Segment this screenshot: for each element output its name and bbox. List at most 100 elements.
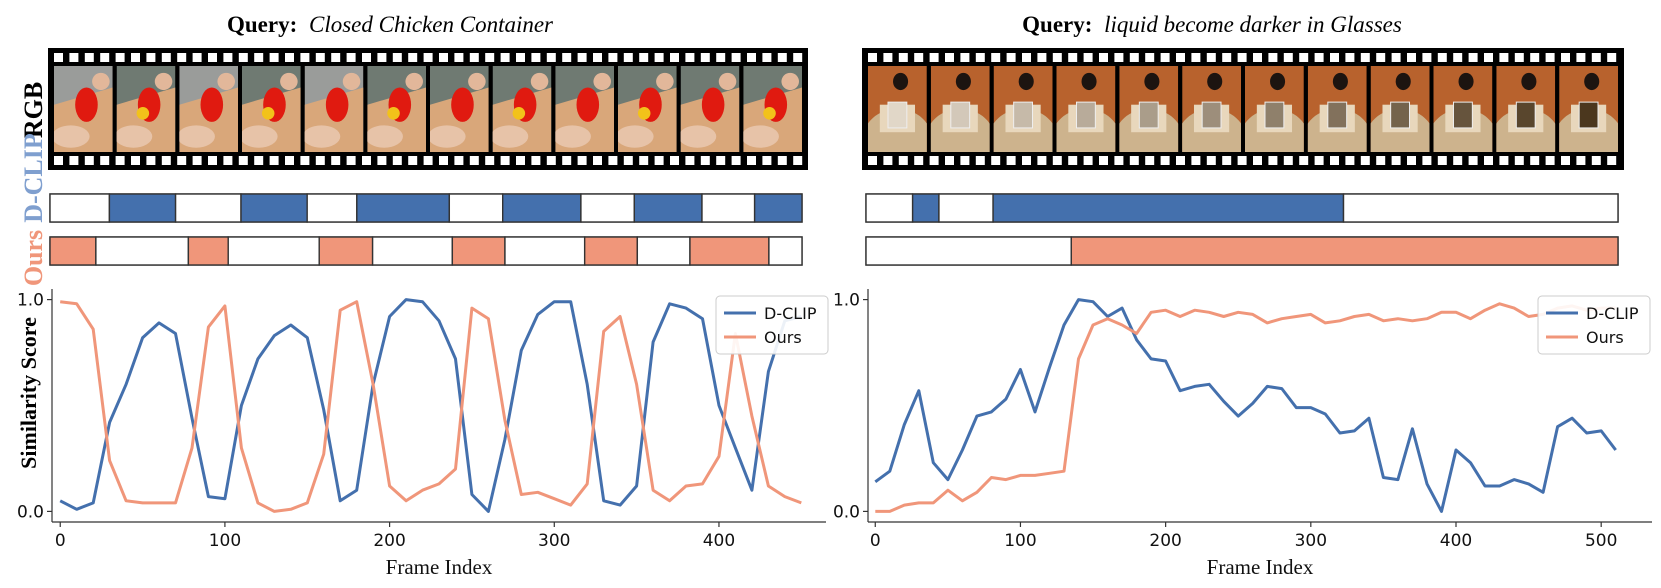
sprocket-hole [1037, 53, 1047, 62]
sprocket-hole [1514, 156, 1524, 165]
frame-content [555, 66, 614, 152]
sprocket-hole [1191, 156, 1201, 165]
frame-content [116, 66, 176, 152]
sprocket-hole [131, 53, 140, 62]
hand [154, 72, 173, 91]
sprocket-hole [623, 53, 633, 62]
sprocket-hole [1222, 53, 1232, 62]
sprocket-hole [685, 156, 695, 165]
sprocket-hole [883, 53, 893, 62]
chicken-toy [512, 107, 526, 120]
dclip-segment [108, 193, 177, 223]
sprocket-hole [161, 156, 171, 165]
frame-content [743, 66, 802, 152]
legend-label: Ours [1586, 328, 1624, 347]
sprocket-hole [670, 53, 679, 62]
sprocket-hole [1114, 156, 1124, 165]
hand [179, 125, 215, 148]
sprocket-hole [1591, 156, 1601, 165]
sprocket-hole [975, 156, 985, 165]
hand [656, 72, 674, 91]
dclip-segment [448, 193, 504, 223]
frame-content [492, 66, 552, 152]
sprocket-hole [454, 53, 464, 62]
frame-content [1245, 66, 1304, 152]
sprocket-hole [593, 53, 602, 62]
sprocket-hole [1561, 53, 1570, 62]
sprocket-hole [54, 156, 63, 165]
glass [1013, 101, 1034, 129]
hand [430, 125, 466, 148]
sprocket-hole [516, 156, 525, 165]
sprocket-hole [331, 53, 341, 62]
frame-thumbnail [116, 66, 176, 152]
frame-thumbnail [54, 66, 113, 152]
sprocket-hole [1422, 156, 1432, 165]
glass [950, 101, 971, 129]
sprocket-hole [238, 53, 248, 62]
sprocket-hole [223, 156, 233, 165]
red-container [451, 87, 474, 122]
sprocket-hole [346, 53, 356, 62]
x-tick-label: 100 [209, 531, 241, 551]
frame-content [54, 66, 113, 152]
x-tick-label: 0 [55, 531, 66, 551]
sprocket-hole [115, 156, 125, 165]
query-title-left: Query: Closed Chicken Container [227, 12, 554, 37]
sprocket-hole [960, 53, 970, 62]
sprocket-hole [500, 53, 510, 62]
sprocket-hole [1022, 53, 1031, 62]
sprocket-hole [1314, 53, 1324, 62]
query-prefix: Query: [1022, 12, 1092, 37]
hand [116, 125, 153, 148]
sprocket-hole [192, 53, 202, 62]
frame-thumbnail [1056, 66, 1116, 152]
ours-segment [768, 236, 803, 266]
sprocket-hole [1237, 156, 1247, 165]
sprocket-hole [100, 53, 110, 62]
sprocket-hole [747, 156, 756, 165]
sprocket-hole [1345, 156, 1355, 165]
frame-thumbnail [1433, 66, 1493, 152]
sprocket-hole [929, 53, 939, 62]
sprocket-hole [1607, 53, 1617, 62]
sprocket-hole [1391, 53, 1401, 62]
sprocket-hole [300, 53, 310, 62]
sprocket-hole [300, 156, 310, 165]
sprocket-hole [945, 53, 954, 62]
sprocket-hole [516, 53, 525, 62]
sprocket-hole [898, 156, 908, 165]
frame-thumbnail [492, 66, 552, 152]
hand [530, 72, 549, 91]
ours-segment [689, 236, 770, 266]
sprocket-hole [485, 53, 495, 62]
frame-thumbnail [1245, 66, 1304, 152]
frame-thumbnail [868, 66, 927, 152]
sprocket-hole [1268, 53, 1278, 62]
frame-thumbnail [993, 66, 1053, 152]
frame-thumbnail [680, 66, 740, 152]
sprocket-hole [747, 53, 756, 62]
hand [468, 72, 486, 91]
sprocket-hole [1514, 53, 1524, 62]
pitcher [1332, 72, 1348, 91]
sprocket-hole [1283, 53, 1293, 62]
sprocket-hole [1530, 53, 1540, 62]
dclip-segment [633, 193, 703, 223]
frame-thumbnail [1496, 66, 1556, 152]
sprocket-hole [883, 156, 893, 165]
sprocket-hole [408, 156, 418, 165]
sprocket-hole [1083, 53, 1093, 62]
sprocket-hole [716, 156, 726, 165]
frame-thumbnail [304, 66, 364, 152]
frame-thumbnail [930, 66, 990, 152]
hand [280, 72, 298, 91]
sprocket-hole [1545, 156, 1555, 165]
pitcher [1270, 72, 1286, 91]
sprocket-hole [1437, 156, 1447, 165]
pitcher [1458, 72, 1474, 91]
dclip-segment [49, 193, 111, 223]
sprocket-hole [1176, 156, 1185, 165]
x-tick-label: 400 [1440, 531, 1472, 551]
